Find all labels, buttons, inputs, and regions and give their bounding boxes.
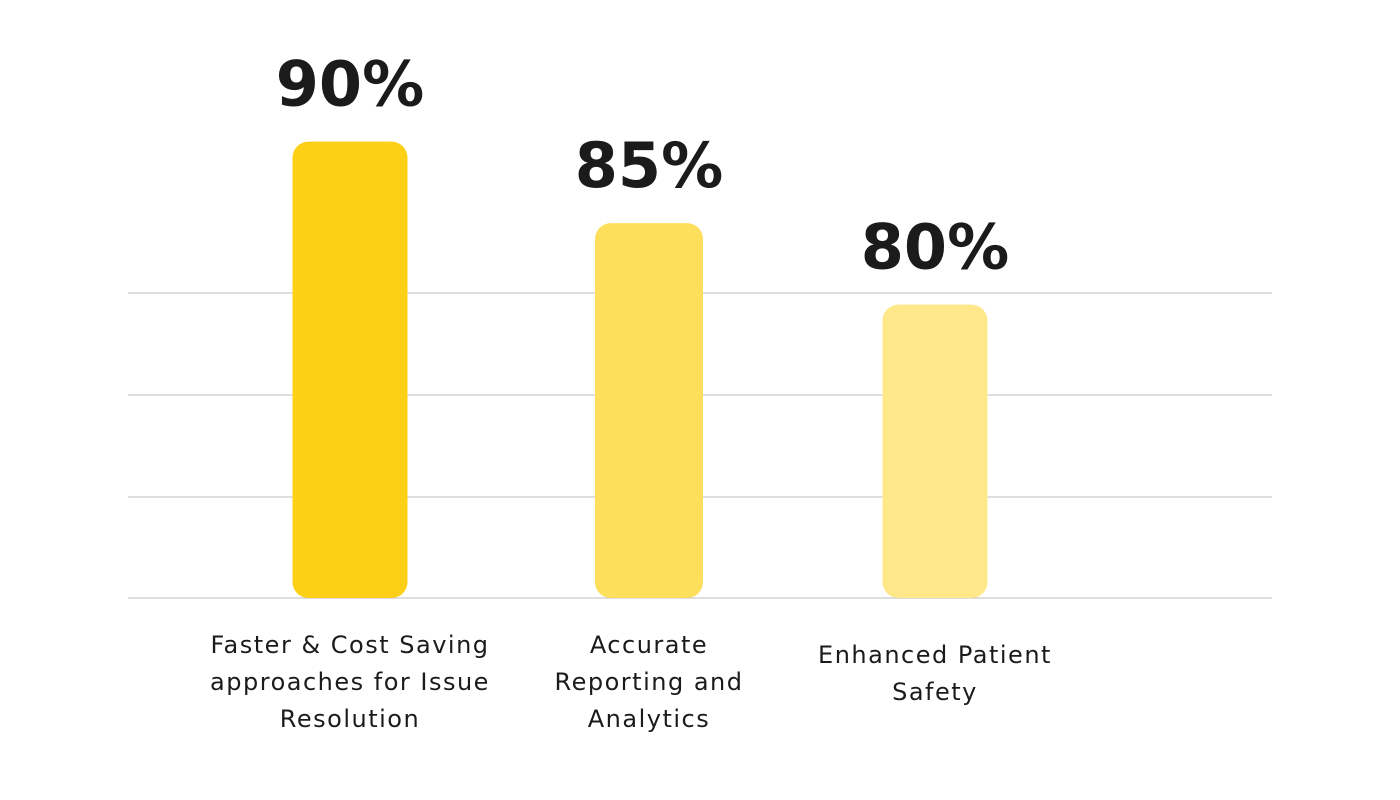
bar-3: [882, 304, 988, 598]
data-labels: 90% 85% 80%: [276, 48, 1009, 284]
bars: [292, 141, 988, 598]
bar-2: [595, 223, 703, 598]
data-label-2: 85%: [575, 129, 723, 202]
category-labels: Faster & Cost Saving approaches for Issue…: [210, 631, 1052, 733]
category-label-3: Enhanced Patient Safety: [818, 641, 1052, 706]
category-label-2: Accurate Reporting and Analytics: [555, 631, 744, 733]
category-label-1: Faster & Cost Saving approaches for Issue…: [210, 631, 490, 733]
data-label-1: 90%: [276, 48, 424, 121]
bar-1: [292, 141, 408, 598]
data-label-3: 80%: [861, 211, 1009, 284]
